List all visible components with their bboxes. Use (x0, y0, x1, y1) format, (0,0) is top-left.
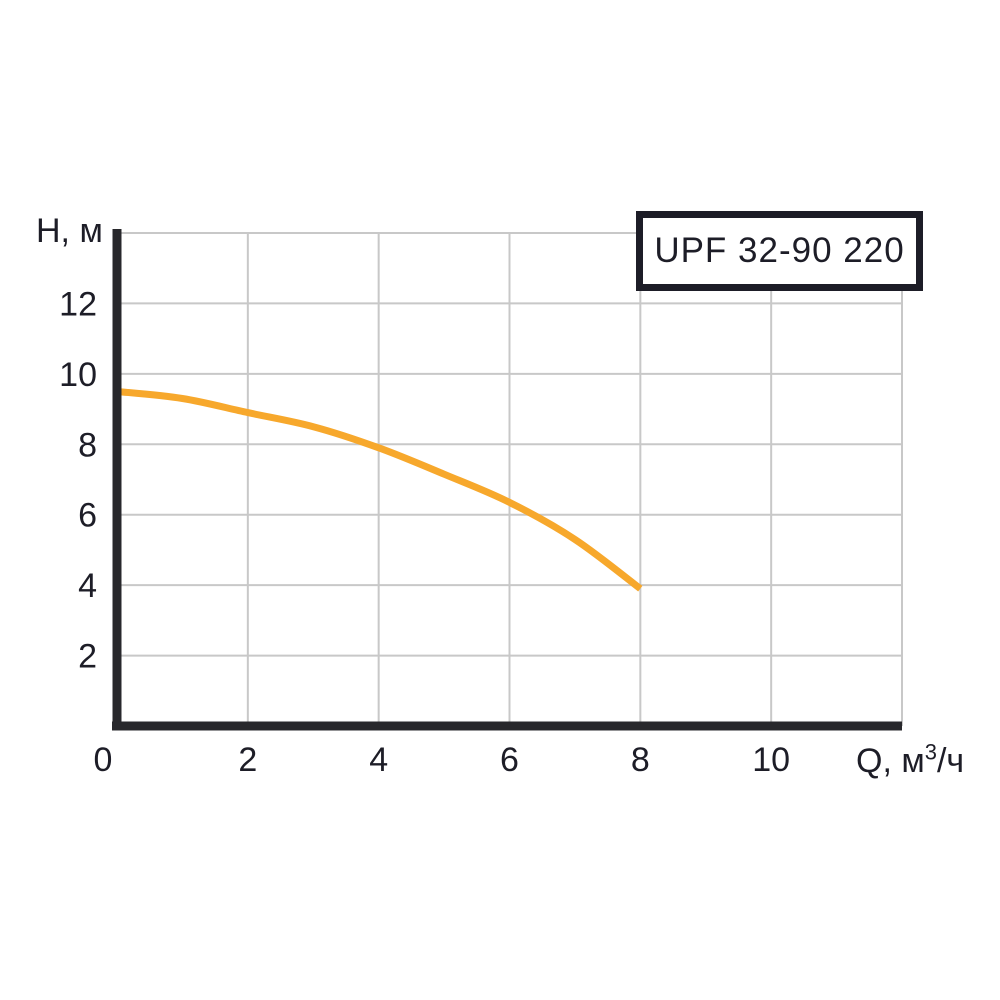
y-axis-title: H, м (36, 214, 103, 248)
x-tick-label: 8 (631, 741, 650, 779)
x-axis-title-suffix: /ч (936, 742, 965, 780)
x-tick-label: 6 (500, 741, 519, 779)
model-label: UPF 32-90 220 (654, 231, 905, 270)
x-axis-title-superscript: 3 (924, 739, 937, 765)
x-tick-label: 2 (238, 741, 257, 779)
x-tick-label: 4 (369, 741, 388, 779)
y-tick-label: 12 (59, 285, 97, 323)
y-tick-label: 2 (78, 638, 97, 676)
y-tick-label: 6 (78, 497, 97, 535)
y-tick-label: 4 (78, 567, 97, 605)
y-tick-label: 10 (59, 356, 97, 394)
x-axis-title-prefix: Q, м (856, 742, 925, 780)
x-tick-label: 0 (94, 741, 113, 779)
y-tick-label: 8 (78, 426, 97, 464)
y-axis-title-text: H, м (36, 212, 103, 250)
x-axis-title: Q, м3/ч (856, 741, 965, 780)
model-label-box: UPF 32-90 220 (636, 211, 923, 291)
x-tick-label: 10 (752, 741, 790, 779)
pump-curve (116, 387, 643, 592)
